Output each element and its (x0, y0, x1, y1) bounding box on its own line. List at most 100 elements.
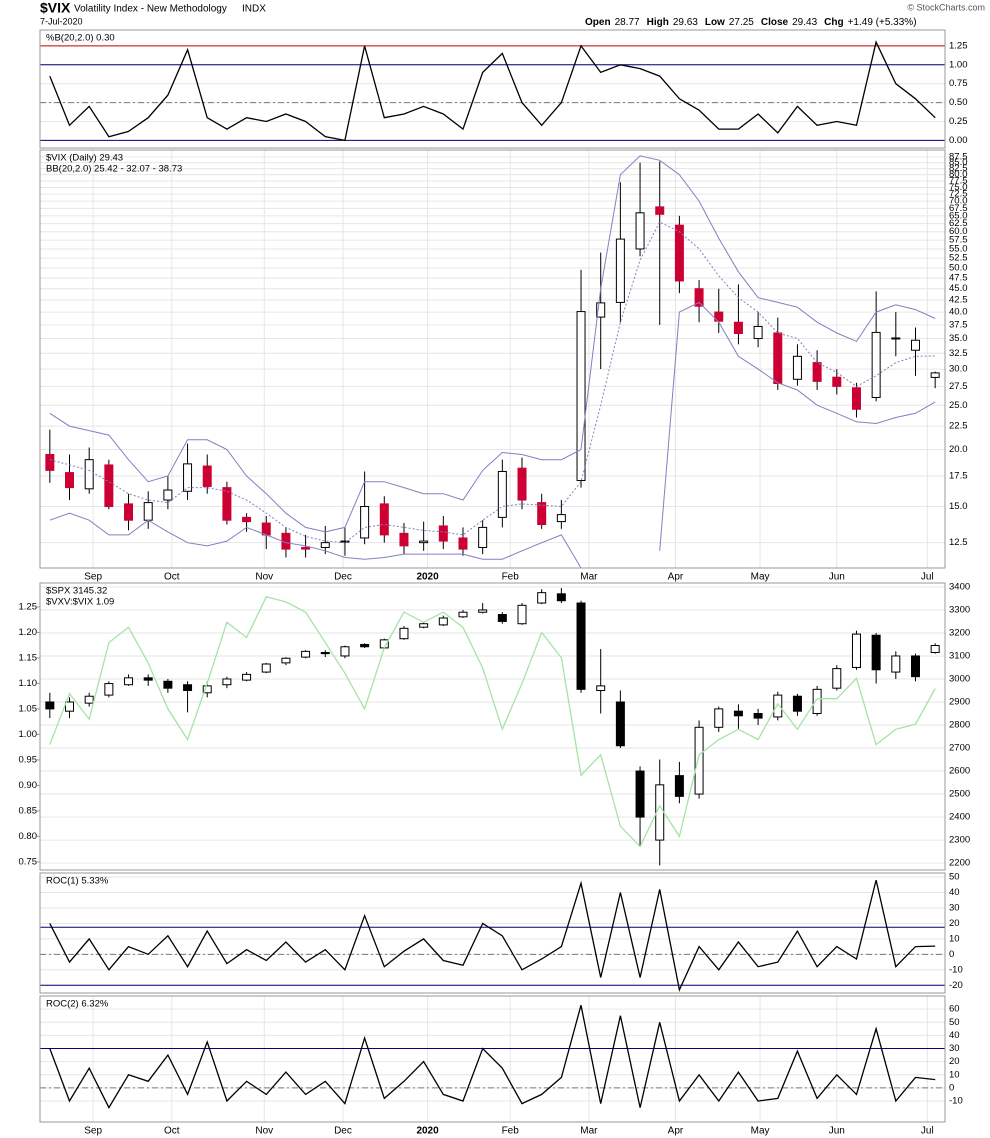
candle-body (753, 325, 763, 340)
quote-value: +1.49 (+5.33%) (848, 17, 917, 28)
candle-body (438, 617, 448, 626)
y-tick-label: 52.5 (949, 253, 968, 264)
y-tick-label: 42.5 (949, 295, 968, 306)
candle-body (517, 467, 527, 501)
candle-body (576, 311, 586, 482)
x-tick-label: Jul (921, 1126, 934, 1137)
panel-border (39, 582, 946, 871)
y-tick-label: 2200 (949, 858, 970, 869)
quote-label: Close (761, 17, 789, 28)
panel-border (39, 872, 946, 994)
candle-body (596, 685, 606, 691)
candle-body (851, 633, 861, 668)
candle-body (910, 655, 920, 678)
candle-body (635, 770, 645, 818)
plot-area (49, 40, 936, 142)
x-tick-label: Apr (668, 572, 684, 583)
x-tick-label: 2020 (416, 1126, 439, 1137)
symbol: $VIX (40, 0, 71, 16)
candle-body (163, 489, 173, 501)
y-tick-label: 0.50 (949, 97, 968, 108)
legend-entry: $SPX 3145.32 (46, 586, 107, 597)
panel-border (39, 149, 946, 569)
candle-body (694, 288, 704, 307)
candle-body (635, 212, 645, 250)
candle-body (222, 487, 232, 521)
candle-body (45, 454, 55, 471)
y2-tick-label: 1.05 (19, 703, 38, 714)
panel-background (40, 150, 945, 568)
y-tick-label: 30 (949, 1043, 960, 1054)
x-tick-label: Feb (502, 1126, 520, 1137)
y-tick-label: 47.5 (949, 273, 968, 284)
y-tick-label: 50 (949, 1017, 960, 1028)
candle-body (537, 502, 547, 525)
x-tick-label: Jun (829, 1126, 845, 1137)
y-tick-label: 3000 (949, 673, 970, 684)
candle-body (202, 685, 212, 694)
quote-value: 29.43 (792, 17, 817, 28)
candle-body (340, 540, 350, 543)
y-tick-label: 30.0 (949, 364, 968, 375)
candle-body (183, 463, 193, 492)
candle-body (773, 332, 783, 384)
candle-body (399, 627, 409, 640)
lower-band (659, 301, 936, 551)
y-tick-label: 2900 (949, 697, 970, 708)
candle-body (399, 532, 409, 547)
upper-band (49, 155, 936, 533)
candle-body (773, 694, 783, 718)
x-tick-label: Mar (580, 1126, 598, 1137)
candle-body (714, 708, 724, 728)
y-tick-label: 2400 (949, 812, 970, 823)
y-tick-label: 25.0 (949, 400, 968, 411)
quote-label: High (647, 17, 669, 28)
candle-body (419, 623, 429, 628)
y-tick-label: 20 (949, 918, 960, 929)
y-tick-label: 40 (949, 887, 960, 898)
date: 7-Jul-2020 (40, 16, 83, 26)
y-tick-label: 40 (949, 1030, 960, 1041)
candle-body (497, 614, 507, 622)
y-tick-label: 3400 (949, 581, 970, 592)
quote-value: 28.77 (615, 17, 640, 28)
y-tick-label: 12.5 (949, 537, 968, 548)
y-tick-label: 0 (949, 949, 954, 960)
y2-tick-label: 0.95 (19, 754, 38, 765)
candle-body (65, 701, 75, 712)
candle-body (714, 311, 724, 322)
quote-label: Chg (824, 17, 843, 28)
x-tick-label: Feb (502, 572, 520, 583)
candle-body (360, 643, 370, 648)
x-tick-label: Mar (580, 572, 598, 583)
candle-body (733, 710, 743, 717)
candle-body (202, 465, 212, 487)
candle-body (832, 668, 842, 689)
candle-body (163, 680, 173, 689)
candle-body (438, 525, 448, 542)
candle-body (517, 604, 527, 625)
candle-body (851, 387, 861, 410)
candle-body (596, 302, 606, 318)
x-tick-label: May (751, 1126, 770, 1137)
y-tick-label: 70.0 (949, 196, 968, 207)
quote-label: Low (705, 17, 725, 28)
candle-body (301, 546, 311, 550)
y-tick-label: 55.0 (949, 243, 968, 254)
legend-entry: $VIX (Daily) 29.43 (46, 153, 123, 164)
y-tick-label: 50 (949, 872, 960, 883)
y-tick-label: 10 (949, 1069, 960, 1080)
candle-body (183, 684, 193, 691)
y-tick-label: -10 (949, 1096, 963, 1107)
quote-value: 27.25 (729, 17, 754, 28)
candle-body (124, 677, 134, 686)
y-tick-label: 0 (949, 1082, 954, 1093)
y2-tick-label: 1.00 (19, 729, 38, 740)
panel-border (39, 995, 946, 1123)
y2-tick-label: 0.90 (19, 780, 38, 791)
y-tick-label: 0.75 (949, 78, 968, 89)
index-name: Volatility Index - New Methodology (74, 4, 227, 15)
middle-band (49, 221, 936, 544)
y-tick-label: 30 (949, 902, 960, 913)
